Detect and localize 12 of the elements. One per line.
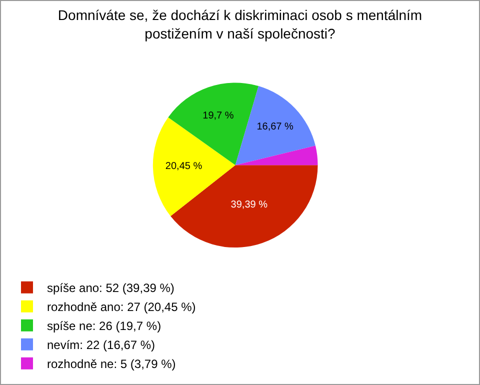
data-label: 39,39 % (230, 200, 268, 211)
legend-label: spíše ne: 26 (19,7 %) (47, 319, 162, 334)
legend-label: rozhodně ne: 5 (3,79 %) (47, 357, 176, 372)
legend-label: spíše ano: 52 (39,39 %) (47, 281, 174, 296)
legend-label: nevím: 22 (16,67 %) (47, 338, 156, 352)
data-label: 20,45 % (165, 160, 202, 172)
chart-title: Domníváte se, že dochází k diskriminaci osob s mentálním postižením v naší společnosti? (58, 7, 422, 42)
data-label: 19,7 % (202, 110, 234, 122)
pie-slice (235, 146, 318, 166)
legend-label: rozhodně ano: 27 (20,45 %) (47, 300, 196, 314)
data-label: 16,67 % (256, 122, 294, 133)
pie-slice (235, 86, 316, 166)
